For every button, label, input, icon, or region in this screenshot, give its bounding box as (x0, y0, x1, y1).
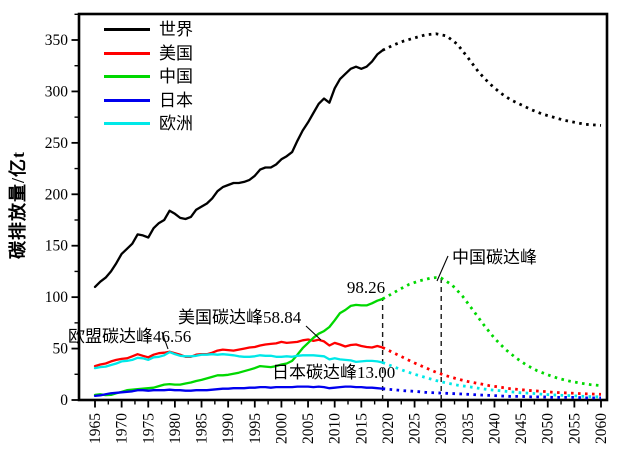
x-tick-label: 2005 (300, 413, 317, 444)
x-tick-label: 2010 (327, 413, 344, 444)
x-tick-label: 1965 (87, 413, 104, 444)
x-tick-label: 1970 (114, 413, 131, 444)
y-tick-label: 350 (45, 32, 69, 49)
legend-label-usa: 美国 (159, 43, 193, 63)
x-tick-label: 2055 (566, 413, 583, 444)
y-tick-label: 200 (45, 186, 69, 203)
legend-item-europe: 欧洲 (104, 112, 193, 136)
x-tick-label: 1975 (140, 413, 157, 444)
y-axis-title: 碳排放量/亿t (8, 151, 28, 259)
y-tick-label: 100 (45, 289, 69, 306)
x-tick-label: 2020 (380, 413, 397, 444)
series-europe-solid (93, 350, 384, 370)
x-tick-label: 1985 (194, 413, 211, 444)
legend-label-world: 世界 (159, 20, 193, 39)
series-world-dotted (381, 32, 602, 127)
series-japan-solid (93, 385, 384, 398)
y-tick-label: 150 (45, 238, 69, 255)
y-tick-label: 0 (60, 392, 68, 409)
x-tick-label: 2045 (513, 413, 530, 444)
china-peak-label-leader-line (436, 255, 449, 282)
legend-line-world (104, 28, 150, 32)
legend-item-usa: 美国 (104, 42, 193, 66)
legend-label-europe: 欧洲 (159, 114, 193, 133)
x-tick-label: 2025 (407, 413, 424, 444)
us-peak-label: 美国碳达峰58.84 (178, 308, 302, 327)
legend-line-japan (104, 98, 150, 102)
china-peak-label: 中国碳达峰 (452, 248, 537, 267)
x-tick-label: 1990 (220, 413, 237, 444)
legend-line-china (104, 75, 150, 79)
x-tick-label: 2040 (486, 413, 503, 444)
legend: 世界美国中国日本欧洲 (104, 18, 193, 136)
series-europe-dotted (382, 361, 602, 399)
legend-item-world: 世界 (104, 18, 193, 42)
x-tick-label: 2035 (460, 413, 477, 444)
china-2019-value: 98.26 (347, 278, 385, 297)
us-peak-label-leader-line (305, 325, 322, 341)
plot-frame (77, 12, 609, 402)
eu-peak-label: 欧盟碳达峰46.56 (68, 327, 191, 346)
legend-label-china: 中国 (159, 67, 193, 86)
x-tick-label: 2015 (353, 413, 370, 444)
series-usa-dotted (381, 346, 602, 396)
x-tick-label: 2050 (540, 413, 557, 444)
x-tick-label: 1980 (167, 413, 184, 444)
legend-line-europe (104, 122, 150, 126)
series-japan-dotted (382, 387, 601, 400)
japan-peak-label: 日本碳达峰13.00 (272, 363, 395, 382)
x-tick-label: 2000 (273, 413, 290, 444)
y-tick-label: 300 (45, 83, 69, 100)
eu-peak-label-leader-line (161, 331, 169, 350)
legend-item-china: 中国 (104, 65, 193, 89)
x-tick-label: 1995 (247, 413, 264, 444)
series-world-solid (93, 49, 384, 289)
legend-item-japan: 日本 (104, 89, 193, 113)
x-tick-label: 2030 (433, 413, 450, 444)
legend-label-japan: 日本 (159, 90, 193, 110)
x-tick-label: 2060 (593, 413, 610, 444)
y-tick-label: 50 (53, 341, 69, 358)
series-usa-solid (93, 338, 384, 368)
series-china-dotted (381, 276, 602, 387)
y-tick-label: 250 (45, 135, 69, 152)
series-china-solid (93, 297, 384, 397)
legend-line-usa (104, 51, 150, 55)
